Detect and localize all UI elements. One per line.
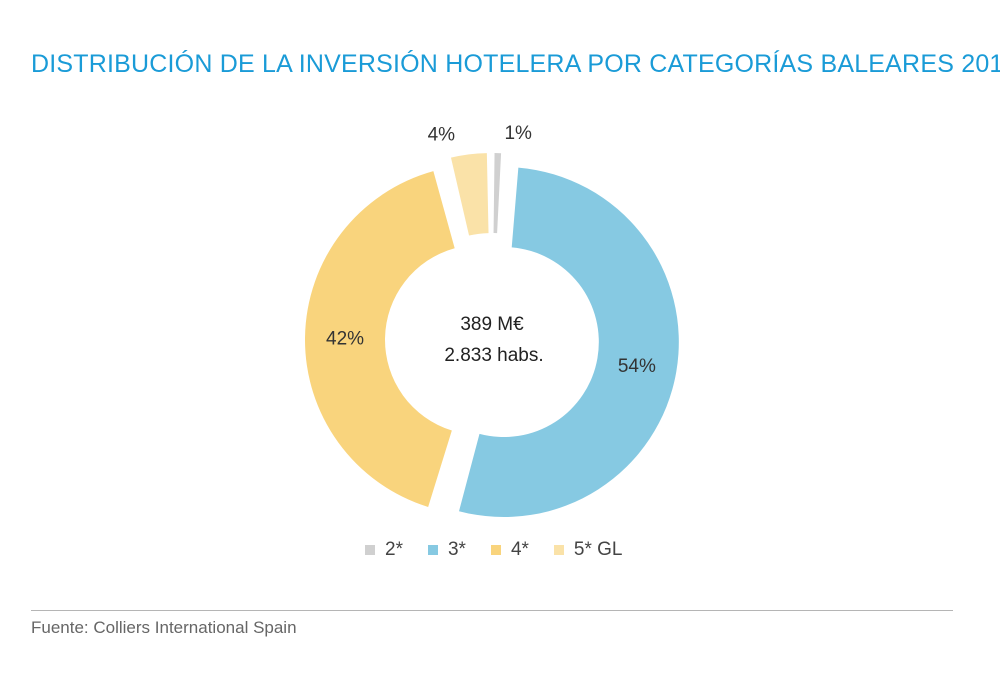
center-total-rooms: 2.833 habs.: [444, 345, 543, 366]
footer-divider: [31, 610, 953, 611]
legend-item-5-star-gl: 5* GL: [553, 539, 623, 561]
legend-label-4-star: 4*: [510, 539, 529, 560]
center-total-investment: 389 M€: [460, 314, 524, 335]
chart-title: DISTRIBUCIÓN DE LA INVERSIÓN HOTELERA PO…: [31, 50, 1000, 78]
donut-slices: [305, 153, 679, 518]
slice-label-3-star: 54%: [618, 356, 656, 377]
legend-item-3-star: 3*: [427, 539, 466, 561]
legend-label-3-star: 3*: [447, 539, 466, 560]
legend-item-4-star: 4*: [490, 539, 529, 561]
slice-label-2-star: 1%: [504, 123, 532, 144]
slice-label-4-star: 42%: [326, 329, 364, 350]
slice-2-star: [493, 153, 502, 234]
legend-item-2-star: 2*: [365, 539, 403, 561]
legend-swatch-2-star: [365, 545, 375, 555]
slice-labels: 1% 54% 42% 4%: [326, 123, 656, 377]
legend-label-2-star: 2*: [385, 539, 403, 560]
slice-3-star: [459, 167, 679, 518]
legend-swatch-4-star: [490, 545, 501, 555]
legend-swatch-3-star: [427, 545, 438, 555]
legend-swatch-5-star-gl: [553, 545, 564, 555]
legend-label-5-star-gl: 5* GL: [573, 539, 623, 560]
slice-5-star-gl: [450, 153, 489, 236]
slice-label-5-star-gl: 4%: [428, 125, 456, 146]
legend: 2* 3* 4* 5* GL: [365, 539, 648, 561]
slice-4-star: [305, 171, 455, 507]
source-note: Fuente: Colliers International Spain: [31, 618, 297, 637]
